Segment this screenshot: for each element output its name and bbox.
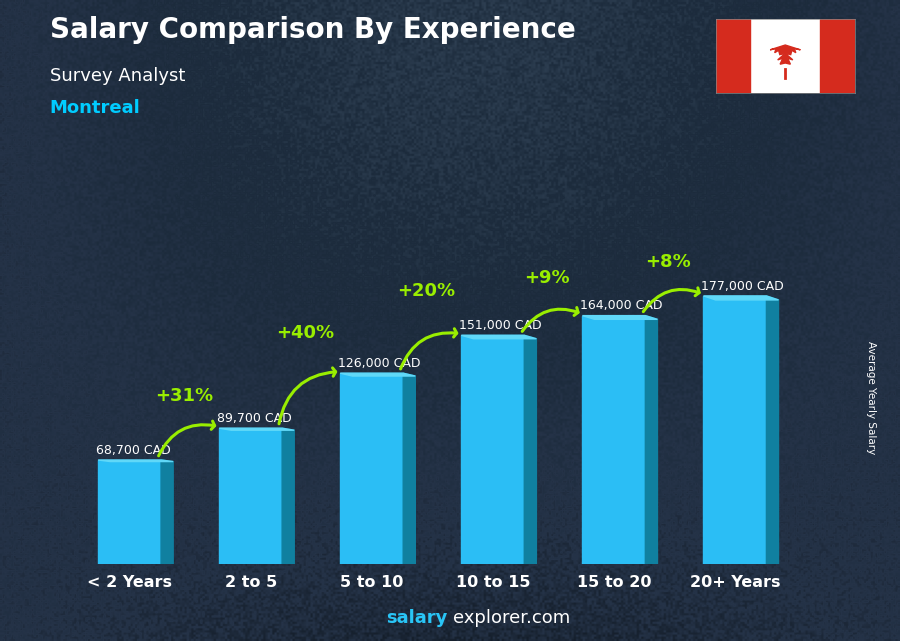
Polygon shape: [282, 428, 294, 564]
Polygon shape: [645, 315, 658, 564]
Polygon shape: [525, 335, 536, 564]
Bar: [220, 428, 282, 564]
Text: 126,000 CAD: 126,000 CAD: [338, 357, 420, 370]
Polygon shape: [403, 373, 415, 564]
Text: +8%: +8%: [645, 253, 691, 271]
Text: Survey Analyst: Survey Analyst: [50, 67, 184, 85]
Bar: [98, 460, 161, 564]
Text: +31%: +31%: [155, 387, 213, 405]
Polygon shape: [704, 296, 778, 300]
Polygon shape: [161, 460, 173, 564]
Bar: [582, 315, 645, 564]
Text: +40%: +40%: [276, 324, 334, 342]
Text: explorer.com: explorer.com: [453, 609, 570, 627]
Bar: [340, 373, 403, 564]
Text: 177,000 CAD: 177,000 CAD: [701, 279, 784, 292]
Bar: [704, 296, 767, 564]
Polygon shape: [582, 315, 658, 319]
Polygon shape: [767, 296, 778, 564]
Text: Average Yearly Salary: Average Yearly Salary: [866, 341, 877, 454]
Text: 151,000 CAD: 151,000 CAD: [459, 319, 542, 332]
Bar: [820, 19, 855, 93]
Bar: [462, 335, 525, 564]
Polygon shape: [340, 373, 415, 376]
Text: +9%: +9%: [525, 269, 570, 287]
Polygon shape: [462, 335, 536, 338]
Text: 89,700 CAD: 89,700 CAD: [217, 412, 292, 425]
Polygon shape: [220, 428, 294, 430]
Text: Montreal: Montreal: [50, 99, 140, 117]
Text: Salary Comparison By Experience: Salary Comparison By Experience: [50, 16, 575, 44]
Text: salary: salary: [386, 609, 447, 627]
Polygon shape: [770, 45, 800, 64]
Bar: [716, 19, 751, 93]
Polygon shape: [98, 460, 173, 462]
Text: 68,700 CAD: 68,700 CAD: [95, 444, 170, 456]
Text: 164,000 CAD: 164,000 CAD: [580, 299, 662, 312]
Text: +20%: +20%: [397, 282, 455, 300]
